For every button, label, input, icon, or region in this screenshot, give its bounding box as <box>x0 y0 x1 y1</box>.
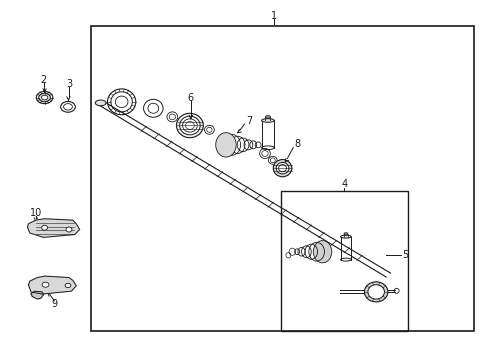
Ellipse shape <box>265 116 270 118</box>
Text: 1: 1 <box>270 11 276 21</box>
Ellipse shape <box>364 282 387 302</box>
Ellipse shape <box>42 282 49 287</box>
Ellipse shape <box>215 133 236 157</box>
Text: 3: 3 <box>66 79 72 89</box>
Ellipse shape <box>367 285 384 299</box>
Ellipse shape <box>340 235 350 238</box>
Text: 8: 8 <box>293 139 300 149</box>
Bar <box>281 191 407 330</box>
Ellipse shape <box>273 159 291 177</box>
Ellipse shape <box>276 162 288 174</box>
Polygon shape <box>28 276 76 294</box>
Polygon shape <box>27 219 80 237</box>
Polygon shape <box>31 291 43 299</box>
Text: 4: 4 <box>341 179 347 189</box>
Text: 2: 2 <box>41 75 47 85</box>
Ellipse shape <box>176 113 203 138</box>
Ellipse shape <box>41 225 47 230</box>
Ellipse shape <box>41 95 48 100</box>
Ellipse shape <box>343 233 347 235</box>
Ellipse shape <box>95 100 106 106</box>
Text: 9: 9 <box>51 299 57 309</box>
Ellipse shape <box>313 240 331 263</box>
Text: 6: 6 <box>187 93 194 103</box>
Ellipse shape <box>65 283 71 288</box>
Text: 10: 10 <box>30 208 42 218</box>
Ellipse shape <box>39 93 50 102</box>
Ellipse shape <box>261 119 274 122</box>
Text: 7: 7 <box>246 116 252 126</box>
Bar <box>91 26 473 330</box>
Ellipse shape <box>66 227 72 232</box>
Ellipse shape <box>179 116 200 135</box>
Text: 5: 5 <box>402 250 407 260</box>
